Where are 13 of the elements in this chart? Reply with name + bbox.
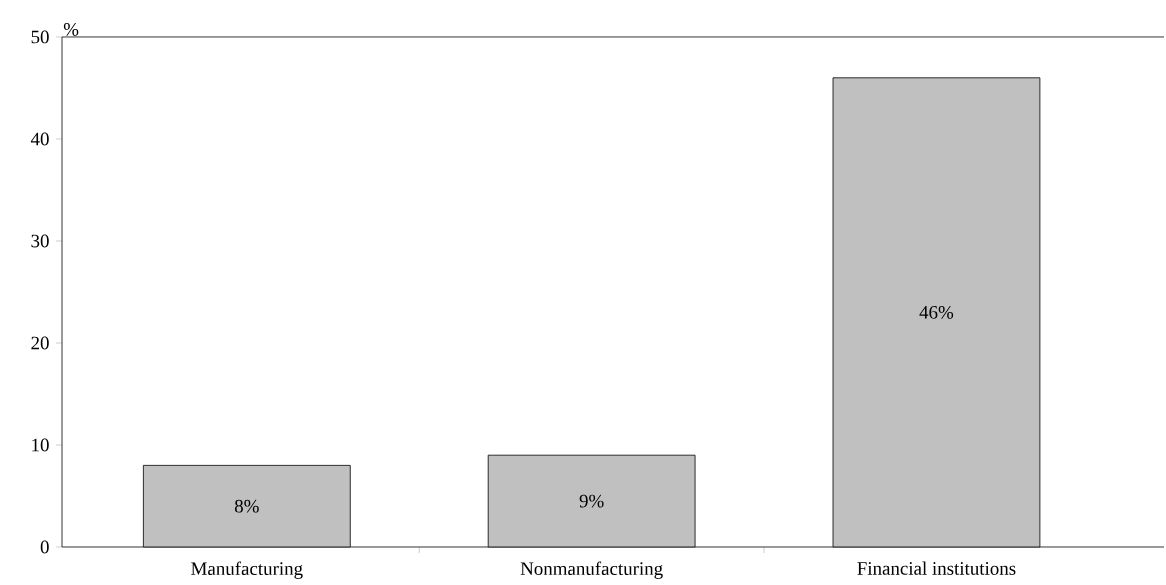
x-tick-label: Manufacturing xyxy=(191,561,303,579)
data-label: 46% xyxy=(919,305,954,319)
y-tick-label: 30 xyxy=(31,234,49,248)
y-tick-label: 40 xyxy=(30,132,49,146)
x-tick-label: Financial institutions xyxy=(857,561,1016,575)
y-tick-label: 0 xyxy=(40,540,49,554)
y-tick-label: 20 xyxy=(31,336,49,350)
data-label: 9% xyxy=(579,494,604,508)
y-axis-title: % xyxy=(63,22,79,36)
y-tick-label: 10 xyxy=(32,438,49,452)
x-tick-label: Nonmanufacturing xyxy=(520,561,663,579)
y-tick-label: 50 xyxy=(31,30,49,44)
data-label: 8% xyxy=(234,499,259,513)
